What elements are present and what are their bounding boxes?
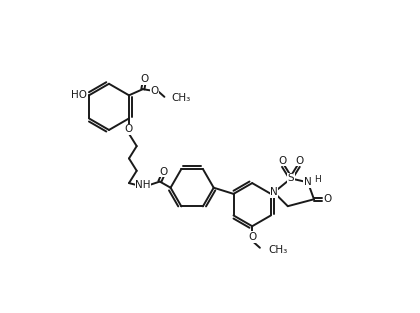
Text: O: O (278, 156, 286, 166)
Text: HO: HO (71, 90, 87, 100)
Text: O: O (323, 194, 331, 204)
Text: H: H (314, 175, 321, 184)
Text: O: O (150, 86, 158, 96)
Text: CH₃: CH₃ (268, 245, 288, 255)
Text: N: N (304, 177, 312, 187)
Text: CH₃: CH₃ (171, 93, 191, 103)
Text: O: O (295, 156, 304, 166)
Text: O: O (248, 232, 256, 242)
Text: S: S (288, 173, 294, 183)
Text: NH: NH (135, 180, 151, 190)
Text: N: N (270, 187, 278, 197)
Text: O: O (140, 74, 149, 84)
Text: O: O (125, 124, 133, 134)
Text: O: O (160, 167, 168, 177)
